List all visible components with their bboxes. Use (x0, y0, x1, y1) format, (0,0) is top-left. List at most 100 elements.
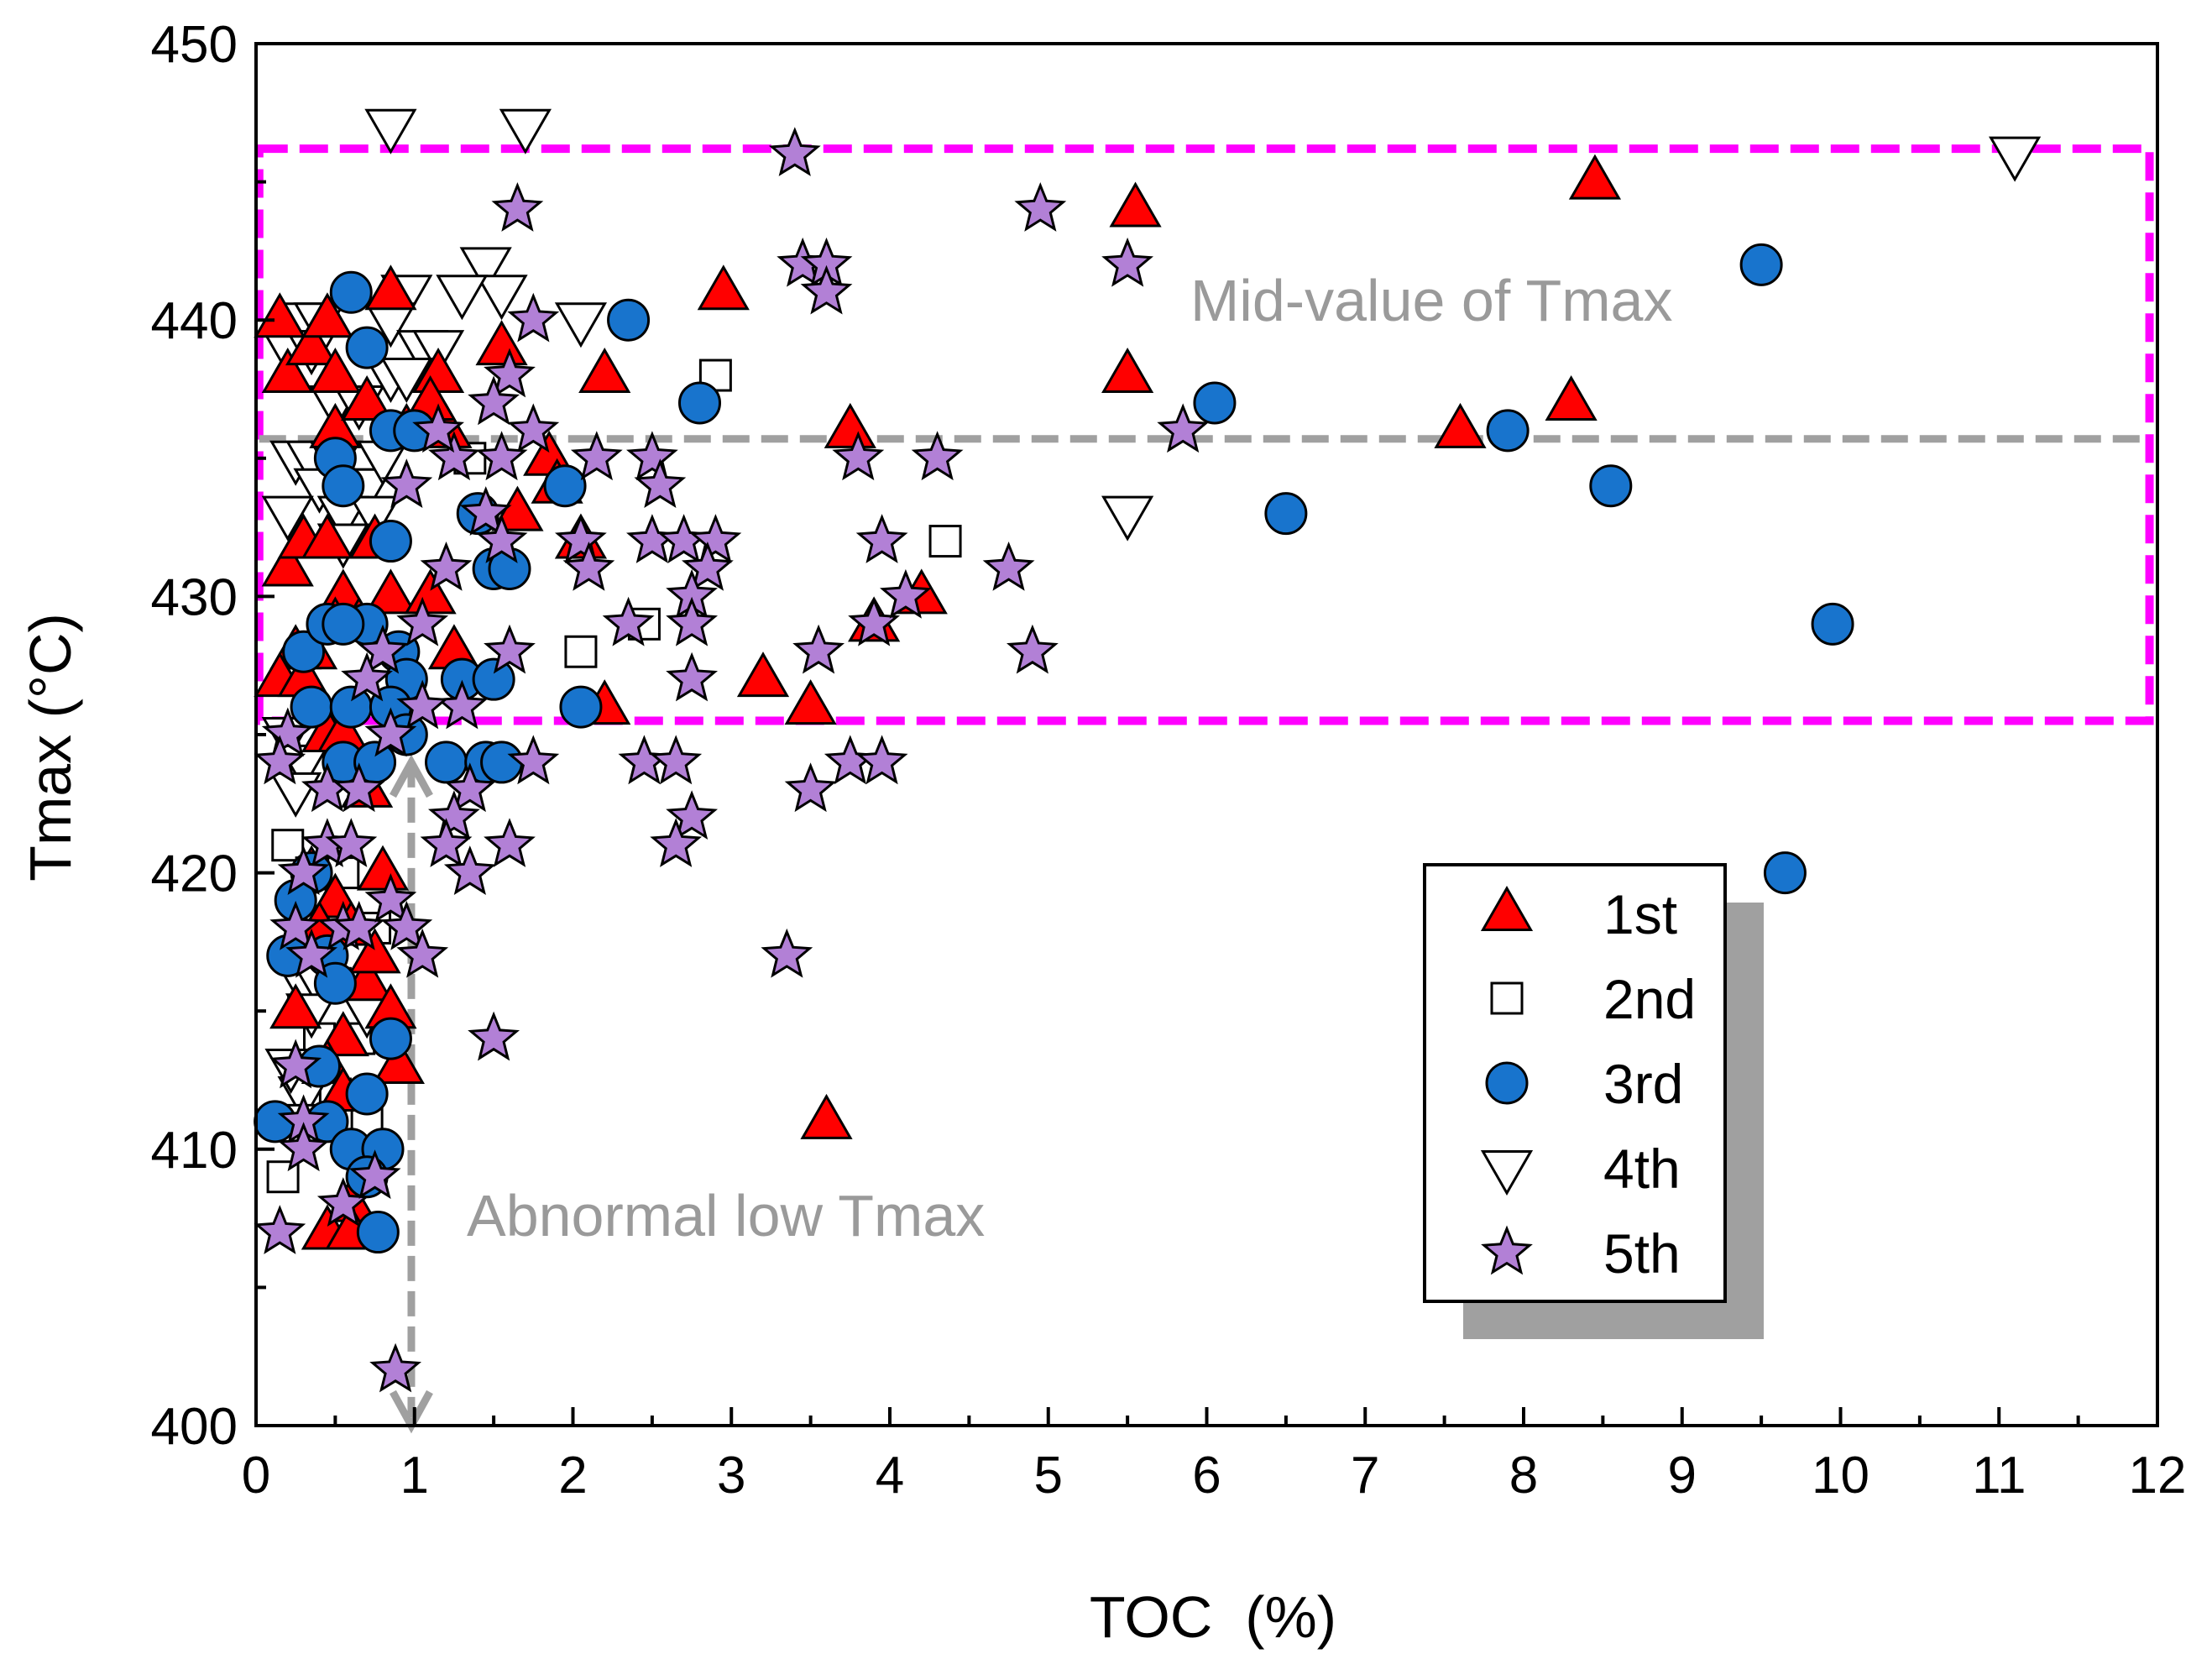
point-4th (380, 358, 433, 404)
series-5th (254, 127, 1210, 1393)
point-1st (404, 568, 457, 615)
point-5th (666, 790, 719, 840)
data-points (254, 108, 2042, 1393)
point-1st (254, 292, 306, 338)
point-5th (468, 375, 520, 426)
point-5th (396, 596, 449, 646)
point-5th (380, 458, 433, 509)
annotation-front-layer: Mid-value of Tmax Abnormal low Tmax (467, 268, 1672, 1248)
tmax-range-box (254, 144, 2154, 725)
x-tick-label: 2 (558, 1447, 587, 1505)
point-2nd (564, 635, 598, 668)
point-3rd (543, 464, 587, 508)
point-5th (254, 1205, 306, 1254)
point-5th (626, 431, 678, 481)
legend-label-5th: 5th (1603, 1222, 1681, 1285)
point-5th (380, 900, 433, 950)
point-3rd (290, 685, 333, 729)
point-5th (427, 790, 480, 840)
point-3rd (480, 741, 524, 784)
legend-marker-3rd (1485, 1061, 1529, 1105)
point-3rd (322, 602, 365, 646)
point-5th (484, 624, 536, 674)
point-5th (681, 541, 734, 591)
y-tick-label: 440 (151, 292, 238, 350)
point-5th (507, 403, 560, 453)
point-5th (396, 679, 449, 730)
point-3rd (1739, 243, 1783, 286)
point-4th (364, 108, 417, 154)
point-4th (261, 495, 314, 542)
x-tick-label: 11 (1972, 1447, 2026, 1505)
y-axis-title: Tmax (°C) (18, 613, 83, 882)
point-5th (689, 514, 742, 563)
point-5th (666, 652, 719, 702)
point-5th (396, 928, 449, 978)
point-3rd (345, 326, 389, 369)
point-4th (554, 302, 608, 348)
point-1st (372, 1039, 425, 1085)
point-5th (261, 707, 314, 757)
x-tick-label: 0 (242, 1447, 270, 1505)
x-tick-label: 8 (1509, 1447, 1538, 1505)
x-tick-label: 10 (1812, 1447, 1869, 1505)
point-5th (475, 431, 528, 481)
point-3rd (425, 741, 468, 784)
point-1st (475, 320, 528, 366)
point-5th (1101, 237, 1153, 287)
point-3rd (1193, 381, 1237, 425)
point-5th (332, 762, 385, 813)
point-5th (364, 872, 417, 923)
y-axis: 400 410 420 430 440 450 (151, 16, 275, 1456)
point-5th (443, 762, 496, 813)
point-5th (562, 541, 615, 591)
point-5th (348, 1149, 401, 1200)
point-5th (800, 264, 853, 315)
mid-value-label: Mid-value of Tmax (1190, 268, 1672, 333)
point-5th (507, 735, 560, 785)
point-1st (309, 348, 362, 394)
legend: 1st 2nd 3rd 4th 5th (1423, 863, 1764, 1339)
legend-label-3rd: 3rd (1603, 1053, 1683, 1115)
point-5th (443, 845, 496, 895)
point-1st (269, 983, 322, 1029)
point-3rd (1264, 492, 1308, 536)
point-5th (269, 900, 322, 950)
point-3rd (1763, 851, 1807, 895)
point-5th (254, 735, 306, 785)
legend-items: 1st 2nd 3rd 4th 5th (1480, 883, 1696, 1285)
point-3rd (369, 1017, 412, 1060)
abnormal-low-label: Abnormal low Tmax (467, 1183, 985, 1248)
point-5th (602, 596, 655, 646)
legend-marker-2nd (1490, 981, 1524, 1015)
point-1st (261, 541, 314, 587)
point-5th (412, 403, 465, 453)
point-4th (1101, 495, 1154, 542)
point-1st (301, 513, 354, 559)
point-1st (1434, 402, 1487, 448)
point-5th (269, 1039, 322, 1089)
point-5th (880, 568, 932, 619)
point-1st (1109, 181, 1162, 228)
point-5th (855, 735, 908, 785)
point-5th (277, 845, 330, 895)
x-axis: 0 1 2 3 4 5 6 7 8 9 10 11 12 (242, 1407, 2186, 1505)
y-tick-label: 450 (151, 16, 238, 74)
point-3rd (329, 685, 373, 729)
point-4th (475, 275, 528, 321)
legend-marker-1st (1480, 885, 1534, 931)
point-5th (792, 624, 845, 674)
x-tick-label: 1 (400, 1447, 429, 1505)
y-tick-label: 430 (151, 568, 238, 626)
point-5th (507, 292, 560, 343)
point-4th (459, 247, 512, 293)
point-1st (697, 264, 750, 311)
point-5th (650, 735, 703, 785)
point-5th (761, 928, 813, 978)
point-5th (634, 458, 687, 509)
point-3rd (1589, 464, 1633, 508)
point-1st (1101, 348, 1154, 394)
point-1st (285, 320, 338, 366)
point-1st (1568, 154, 1622, 200)
